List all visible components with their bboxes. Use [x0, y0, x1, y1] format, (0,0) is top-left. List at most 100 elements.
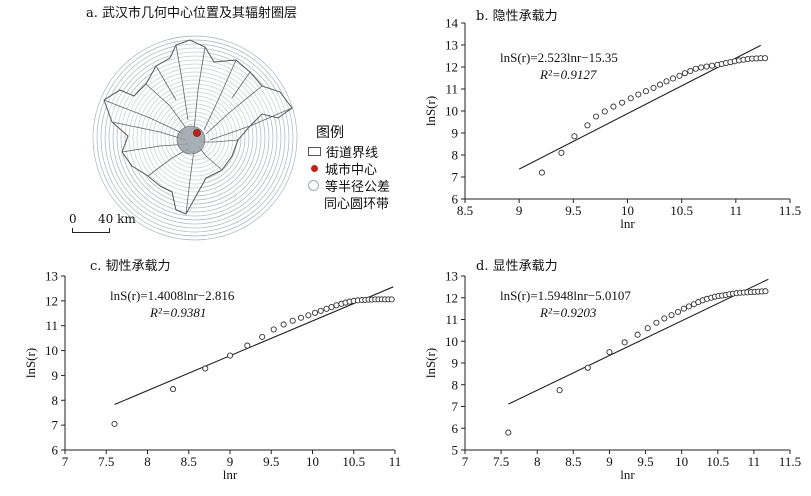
y-tick-label: 9: [452, 356, 459, 371]
legend-item-rings: 等半径公差: [308, 176, 390, 195]
ring-circle: [164, 107, 226, 169]
ring-circle: [116, 59, 274, 217]
street-line: [185, 149, 195, 215]
x-tick-label: 11.5: [779, 203, 801, 218]
y-tick-label: 12: [45, 293, 58, 308]
scalebar-start: 0: [69, 212, 77, 226]
x-tick-label: 10.5: [706, 454, 729, 469]
data-point: [556, 387, 563, 394]
data-point: [601, 108, 608, 115]
scalebar-line: [72, 228, 110, 233]
legend-title: 图例: [316, 122, 344, 142]
chart-c-title: c. 韧性承载力: [90, 259, 171, 274]
x-tick-label: 9: [516, 203, 523, 218]
data-point: [642, 88, 649, 95]
data-point: [170, 386, 177, 393]
ring-circle: [112, 55, 278, 221]
y-tick-label: 12: [445, 290, 458, 305]
data-point: [685, 303, 692, 310]
x-tick-label: 9.5: [565, 203, 581, 218]
data-point: [323, 305, 330, 312]
y-tick-label: 9: [52, 368, 59, 383]
legend-street-label: 街道界线: [326, 146, 379, 161]
x-tick-label: 10.5: [342, 454, 365, 469]
map-title: a. 武汉市几何中心位置及其辐射圈层: [86, 6, 298, 21]
r-squared: R²=0.9381: [149, 305, 206, 320]
data-point: [333, 302, 340, 309]
y-tick-label: 11: [45, 318, 58, 333]
data-point: [297, 314, 305, 321]
x-axis-label: lnr: [620, 467, 635, 482]
x-tick-label: 9: [227, 454, 234, 469]
chart-b-panel: b. 隐性承载力 8.5 9 9.5 10 10.5 11 11.5 6 7 8 9 10 11 12 13…: [420, 0, 811, 248]
y-tick-label: 13: [45, 269, 58, 284]
x-tick-label: 11: [748, 454, 761, 469]
x-axis-label: lnr: [620, 216, 635, 231]
data-point: [111, 420, 118, 427]
x-tick-label: 11: [389, 454, 402, 469]
data-point: [680, 305, 687, 312]
street-line: [205, 85, 263, 135]
data-point: [668, 312, 675, 319]
y-tick-label: 5: [452, 443, 459, 458]
x-tick-label: 7: [462, 454, 469, 469]
x-tick-label: 10: [306, 454, 319, 469]
legend-center-label: 城市中心: [325, 163, 378, 178]
data-point: [280, 321, 287, 328]
map-figure: [92, 35, 298, 241]
legend-title-text: 图例: [316, 125, 344, 141]
legend-rings-label: 等半径公差: [325, 180, 391, 195]
data-point: [703, 63, 710, 70]
legend-item-rings-line2: 同心圆环带: [324, 193, 389, 212]
y-tick-label: 8: [52, 393, 59, 408]
y-axis-label: lnS(r): [423, 348, 438, 378]
chart-d-title: d. 显性承载力: [476, 259, 558, 274]
data-point: [610, 103, 617, 110]
x-tick-label: 9.5: [637, 454, 653, 469]
x-tick-label: 9: [606, 454, 613, 469]
r-squared: R²=0.9127: [539, 67, 597, 82]
y-tick-label: 9: [452, 126, 459, 141]
y-tick-label: 11: [445, 82, 458, 97]
data-point: [687, 67, 694, 75]
x-tick-label: 10: [621, 203, 634, 218]
city-center-dot: [193, 129, 201, 137]
x-tick-label: 10.5: [670, 203, 693, 218]
ring-circle: [148, 91, 242, 185]
ring-circle: [160, 103, 230, 173]
data-point: [762, 288, 769, 295]
x-tick-label: 8: [534, 454, 541, 469]
y-tick-label: 8: [452, 377, 459, 392]
r-squared: R²=0.9203: [539, 305, 597, 320]
data-point: [226, 352, 234, 359]
y-tick-label: 6: [452, 192, 459, 207]
data-point: [270, 326, 277, 333]
ring-circle: [104, 47, 286, 229]
fit-line: [114, 286, 394, 406]
ring-circle: [120, 63, 270, 213]
scalebar-end: 40 km: [98, 212, 136, 226]
data-point: [593, 113, 600, 120]
y-tick-label: 10: [45, 343, 58, 358]
data-point: [388, 296, 395, 303]
street-line: [203, 59, 237, 131]
legend-item-street: 街道界线: [308, 142, 378, 161]
street-line: [145, 83, 187, 129]
data-point: [538, 169, 545, 176]
street-line: [231, 71, 251, 99]
street-line: [155, 65, 177, 101]
data-point: [653, 319, 660, 326]
data-point: [650, 84, 657, 91]
y-tick-label: 7: [52, 418, 59, 433]
data-point: [244, 342, 251, 349]
rectangle-outline-icon: [308, 147, 321, 156]
y-tick-label: 7: [452, 399, 459, 414]
chart-c-figure: 7 7.5 8 8.5 9 9.5 10 10.5 11678910111213lnrlnS(r…: [23, 269, 402, 483]
fit-equation: lnS(r)=1.5948lnr−5.0107: [500, 288, 631, 303]
ring-circle: [128, 71, 262, 205]
data-point: [627, 95, 634, 102]
x-tick-label: 8.5: [457, 203, 473, 218]
data-point: [656, 81, 664, 88]
ring-circle: [168, 111, 222, 165]
fit-line: [508, 278, 769, 405]
